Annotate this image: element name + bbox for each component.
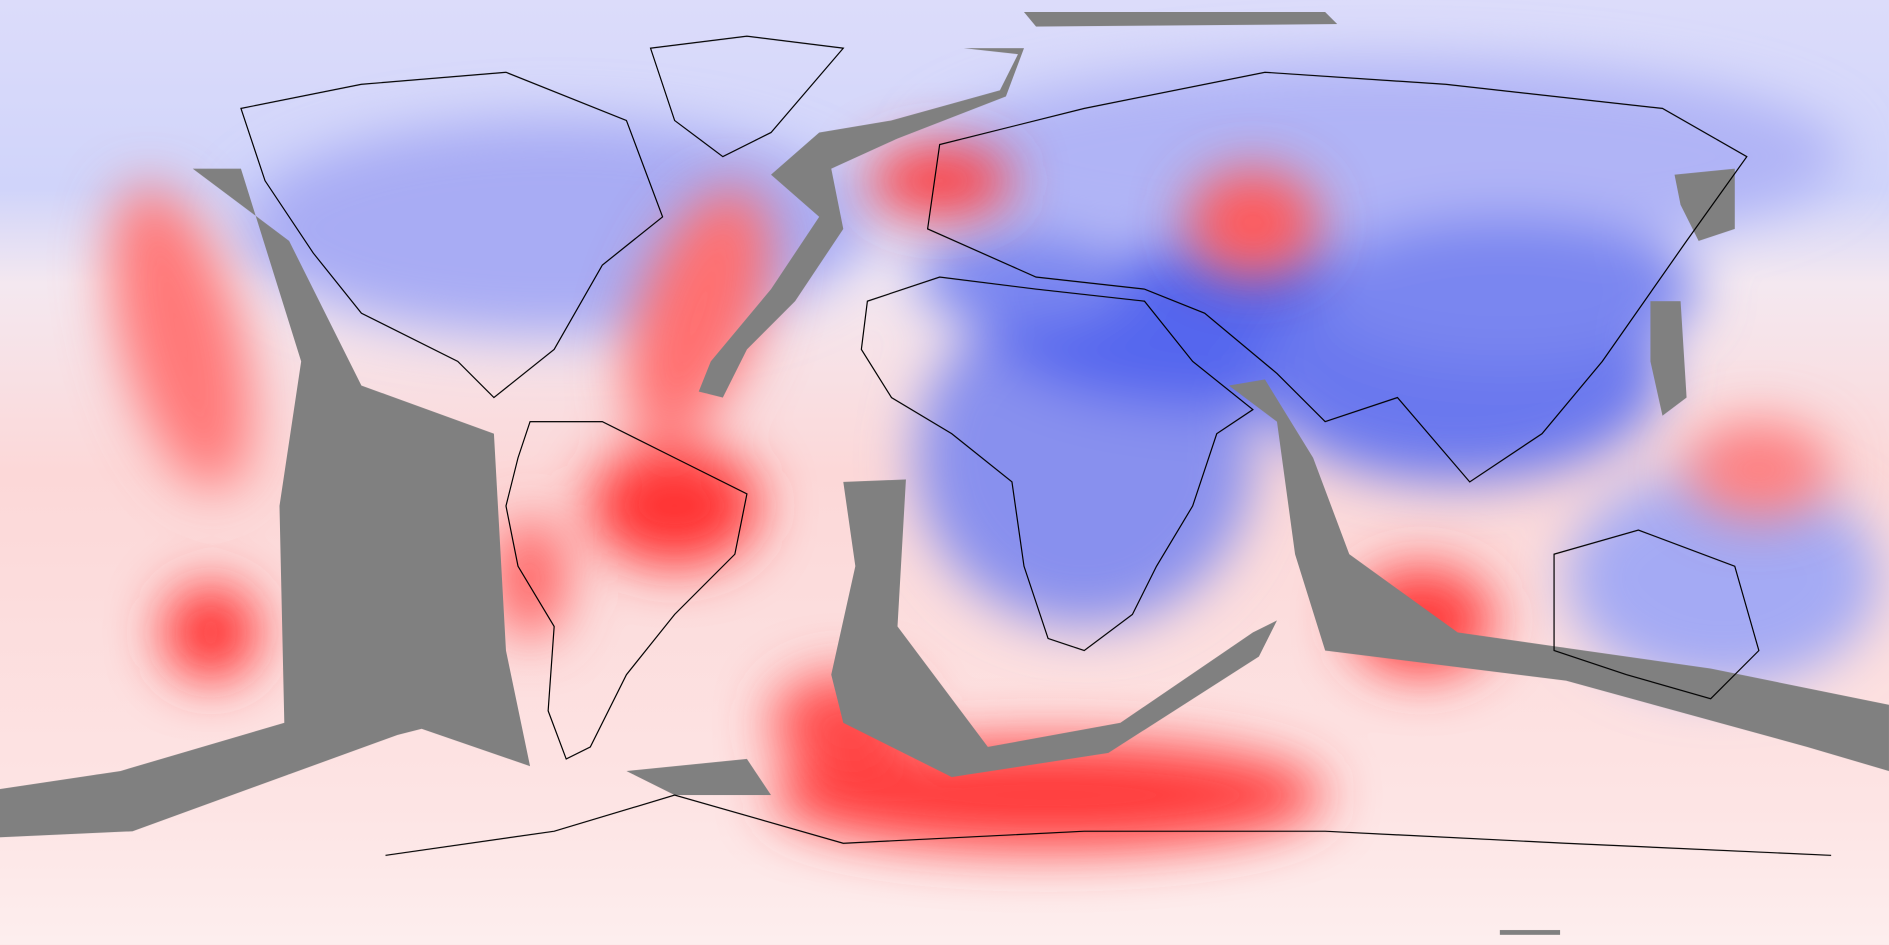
africa	[860, 276, 1254, 652]
north-america	[240, 71, 664, 399]
masked-regions	[0, 12, 1889, 838]
scotia-mask	[626, 758, 772, 796]
greenland	[649, 35, 845, 158]
coastlines	[240, 35, 1832, 856]
scale-mark	[1499, 930, 1561, 935]
south-america	[505, 421, 748, 760]
indian-ridge	[1228, 379, 1889, 772]
atlantic-ridge	[698, 48, 1024, 398]
southwest-ridge	[831, 479, 1277, 778]
japan-mask	[1650, 301, 1687, 416]
australia	[1553, 529, 1760, 700]
arctic-ridge	[1023, 12, 1338, 27]
kuril-mask	[1674, 168, 1735, 241]
antarctica	[385, 794, 1832, 856]
eurasia	[926, 71, 1748, 483]
pacific-ridge	[0, 168, 531, 838]
